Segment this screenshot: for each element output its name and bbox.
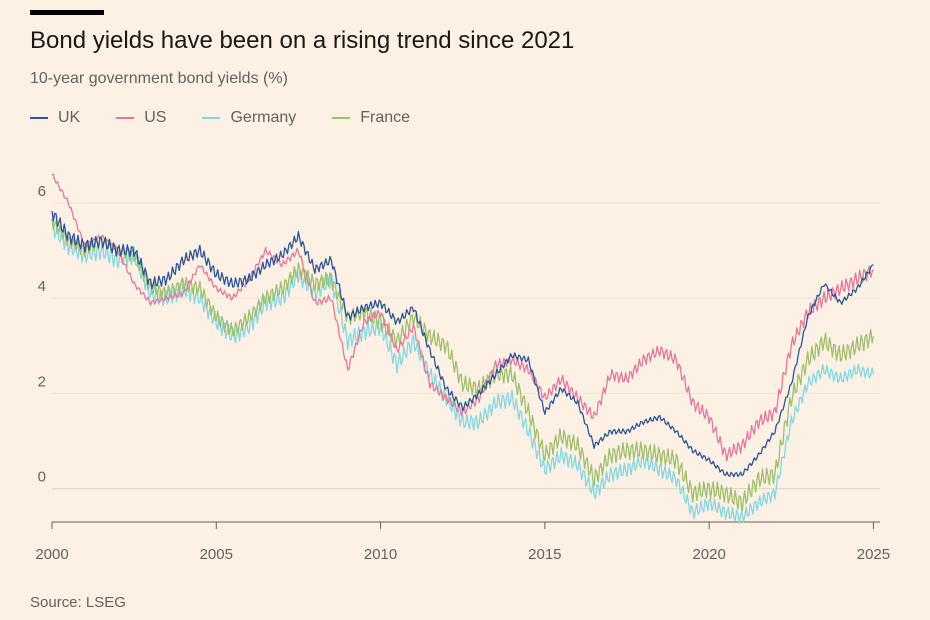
chart-title: Bond yields have been on a rising trend … [30,27,575,54]
legend-swatch-us [116,117,135,119]
grid-layer [52,202,880,490]
legend-swatch-uk [30,117,48,119]
x-tick-label: 2020 [692,546,725,563]
series-line-germany [51,220,875,524]
legend: UK US Germany France [30,109,446,127]
legend-item-germany: Germany [202,109,296,127]
legend-label-us: US [144,109,167,126]
legend-label-uk: UK [58,109,81,126]
y-tick-label: 6 [38,183,46,200]
legend-item-us: US [116,109,166,127]
x-tick-label: 2025 [857,546,890,563]
legend-item-france: France [332,109,410,127]
axis-layer: 0 2 4 6 2000 2005 2010 2015 2020 2025 [35,183,890,563]
y-tick-label: 0 [38,469,46,486]
series-layer [51,173,875,524]
x-tick-label: 2015 [528,546,561,563]
title-accent-bar [30,10,104,15]
legend-label-france: France [360,109,411,126]
source-note: Source: LSEG [30,594,126,611]
x-tick-label: 2000 [35,546,68,563]
x-tick-label: 2005 [200,546,233,563]
legend-item-uk: UK [30,109,80,127]
legend-swatch-germany [202,117,221,119]
y-tick-label: 4 [38,278,46,295]
series-line-uk [51,210,874,478]
legend-swatch-france [332,117,351,119]
y-tick-label: 2 [38,373,46,390]
chart-subtitle: 10-year government bond yields (%) [30,70,288,87]
x-tick-label: 2010 [364,546,397,563]
legend-label-germany: Germany [230,109,297,126]
series-line-france [51,218,875,513]
